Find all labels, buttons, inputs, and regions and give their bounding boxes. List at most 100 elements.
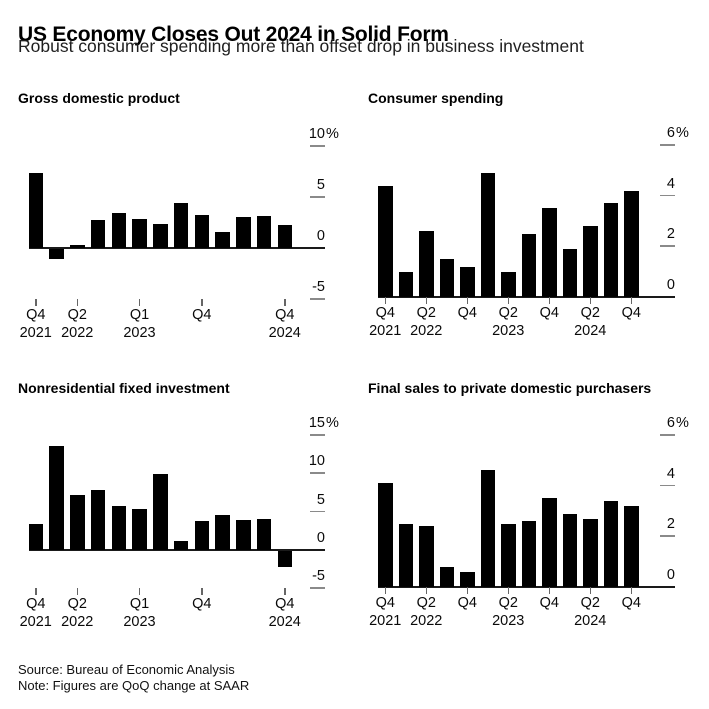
x-tick-quarter: Q4	[275, 596, 295, 612]
y-tick	[660, 484, 675, 487]
bar	[90, 490, 106, 550]
bar	[132, 219, 147, 248]
x-tick-quarter: Q2	[416, 305, 436, 322]
bar	[521, 233, 536, 298]
x-tick-quarter: Q2	[580, 595, 600, 612]
x-tick-label: Q4	[435, 594, 499, 612]
x-tick-quarter: Q4	[192, 596, 212, 612]
x-tick	[466, 297, 468, 304]
bar	[132, 509, 147, 550]
y-tick	[310, 196, 325, 198]
x-tick-year: 2024	[574, 613, 607, 630]
y-tick	[310, 434, 325, 436]
chart-title-nonres: Nonresidential fixed investment	[18, 380, 230, 396]
bar	[501, 523, 516, 588]
x-tick	[425, 587, 427, 594]
x-tick-label: Q2 2023	[476, 304, 540, 340]
bar	[378, 483, 393, 588]
x-tick-label: Q4 2021	[4, 595, 68, 631]
x-tick	[466, 587, 468, 594]
y-tick-label: 5	[316, 491, 325, 508]
page-subtitle: Robust consumer spending more than offse…	[18, 36, 584, 56]
x-tick-quarter: Q4	[621, 305, 641, 322]
chart-title-consumer: Consumer spending	[368, 90, 504, 106]
x-tick	[548, 297, 550, 304]
zero-axis-line	[378, 586, 675, 588]
x-tick-quarter: Q2	[67, 307, 87, 323]
bar	[398, 523, 413, 588]
x-tick-year: 2021	[19, 614, 52, 630]
y-tick	[660, 434, 675, 436]
x-tick-year: 2022	[61, 614, 94, 630]
x-tick-label: Q2 2022	[45, 306, 109, 342]
y-tick	[310, 145, 325, 147]
bar	[215, 231, 230, 248]
bar	[28, 523, 43, 550]
x-tick-label: Q4 2021	[353, 304, 417, 340]
bar	[439, 259, 454, 298]
x-tick-label: Q4	[517, 304, 581, 322]
y-tick-label: 0	[666, 567, 675, 584]
x-tick-label: Q4	[170, 306, 234, 324]
y-tick	[310, 510, 325, 513]
note-line: Note: Figures are QoQ change at SAAR	[18, 678, 250, 693]
bar	[153, 474, 168, 550]
y-tick	[660, 535, 675, 538]
x-tick-quarter: Q2	[416, 595, 436, 612]
bar	[460, 571, 475, 588]
bar	[521, 521, 536, 588]
bar	[583, 518, 598, 588]
x-tick-label: Q2 2022	[394, 594, 458, 630]
x-tick	[284, 299, 286, 306]
x-tick-quarter: Q4	[457, 305, 477, 322]
x-tick	[35, 588, 37, 595]
x-tick-year: 2023	[123, 614, 156, 630]
bar	[111, 213, 126, 248]
x-tick-label: Q2 2023	[476, 594, 540, 630]
bar	[194, 215, 209, 248]
x-tick-year: 2023	[492, 323, 525, 340]
x-tick-year: 2024	[268, 325, 301, 341]
y-tick	[310, 298, 325, 300]
x-tick-quarter: Q4	[457, 595, 477, 612]
bar	[562, 513, 577, 588]
bar	[419, 231, 434, 298]
x-tick-year: 2022	[410, 323, 443, 340]
x-tick-label: Q2 2024	[558, 304, 622, 340]
x-tick-label: Q4 2021	[353, 594, 417, 630]
x-tick	[589, 587, 591, 594]
bar	[398, 271, 413, 298]
x-tick-label: Q4	[599, 304, 663, 322]
bar	[28, 172, 43, 248]
y-tick-label: 6	[666, 415, 675, 431]
x-tick	[507, 587, 509, 594]
x-tick	[35, 299, 37, 306]
x-tick-label: Q2 2022	[45, 595, 109, 631]
x-tick-label: Q4 2021	[4, 306, 68, 342]
bar	[542, 208, 557, 298]
x-tick-quarter: Q4	[275, 307, 295, 323]
chart-title-gdp: Gross domestic product	[18, 90, 180, 106]
x-tick	[425, 297, 427, 304]
y-tick	[310, 587, 325, 589]
y-tick-label: -5	[312, 279, 325, 295]
y-tick-label: 2	[666, 516, 675, 533]
y-tick-label: 15	[308, 415, 325, 431]
x-tick-label: Q4	[599, 594, 663, 612]
zero-axis-line	[378, 296, 675, 298]
bar	[153, 223, 168, 248]
y-tick-label: 10	[308, 453, 325, 470]
x-tick	[507, 297, 509, 304]
bar	[480, 172, 495, 298]
x-tick-label: Q4	[517, 594, 581, 612]
bar	[378, 185, 393, 298]
bar	[49, 445, 64, 550]
x-tick-label: Q1 2023	[108, 306, 172, 342]
y-tick-label: 0	[666, 277, 675, 294]
y-tick-label: 4	[666, 465, 675, 482]
